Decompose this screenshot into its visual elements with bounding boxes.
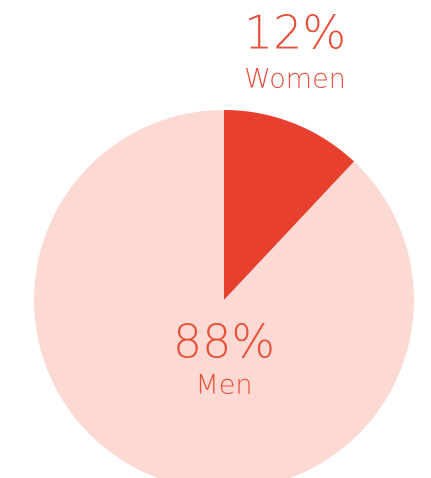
value-label: 88% bbox=[173, 315, 275, 369]
pie-slice bbox=[224, 110, 355, 300]
category-label: Women bbox=[244, 64, 346, 95]
category-label: Men bbox=[195, 370, 252, 401]
pie-slice bbox=[34, 110, 414, 478]
value-label: 12% bbox=[244, 6, 346, 60]
